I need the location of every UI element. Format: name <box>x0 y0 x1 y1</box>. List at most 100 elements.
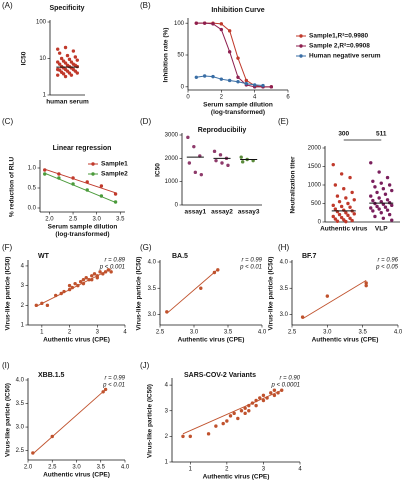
data-point <box>239 155 243 159</box>
data-point <box>348 216 352 220</box>
x-axis-label: Authentic virus (CPE) <box>312 337 379 344</box>
data-point <box>390 203 394 208</box>
data-point <box>344 211 348 215</box>
fit-line <box>166 269 219 314</box>
x-axis-label: (log-transformed) <box>211 109 265 116</box>
x-tick-label: 6 <box>286 95 290 101</box>
data-point <box>221 421 225 426</box>
data-point <box>92 272 97 276</box>
data-point <box>57 176 61 180</box>
x-tick-label: 2 <box>220 95 224 101</box>
y-tick-label: 0 <box>181 84 185 90</box>
data-point <box>261 393 266 398</box>
y-tick-label: 500 <box>311 201 322 207</box>
x-tick-label: 1 <box>40 330 44 336</box>
data-point <box>236 56 240 60</box>
legend-label: Human negative serum <box>309 53 381 60</box>
legend-marker <box>299 44 303 48</box>
data-point <box>339 204 344 209</box>
panel-label: (F) <box>2 243 13 252</box>
y-tick-label: 2 <box>21 303 25 309</box>
data-point <box>339 172 344 176</box>
chart-title: WT <box>38 253 50 260</box>
data-point <box>75 58 80 62</box>
data-point <box>371 198 375 203</box>
data-point <box>73 55 78 59</box>
data-point <box>212 270 217 275</box>
x-tick-label: 3.0 <box>323 330 332 336</box>
data-point <box>369 206 373 210</box>
data-point <box>261 83 265 88</box>
data-point <box>67 287 72 292</box>
x-tick-label: 2.5 <box>288 330 297 336</box>
y-tick-label: 2.5 <box>16 448 25 454</box>
y-tick-label: 3.5 <box>148 286 157 292</box>
data-point <box>348 175 352 180</box>
y-axis-label: Virus-like particle (IC50) <box>5 383 12 457</box>
y-tick-label: 100 <box>174 21 185 27</box>
panel-label: (I) <box>2 361 10 370</box>
data-point <box>247 409 251 413</box>
data-point <box>76 283 80 288</box>
x-tick-label: 3.0 <box>92 217 101 223</box>
y-tick-label: 1000 <box>308 183 322 189</box>
data-point <box>371 209 375 213</box>
data-point <box>369 161 373 165</box>
data-point <box>181 434 185 439</box>
x-tick-label: 2.5 <box>69 217 78 223</box>
data-point <box>272 393 277 398</box>
x-tick-label: 4 <box>253 95 257 101</box>
data-point <box>216 268 220 272</box>
y-tick-label: 3.0 <box>280 312 289 318</box>
x-tick-label: 4 <box>298 467 302 473</box>
x-tick-label: 3.5 <box>358 330 367 336</box>
y-axis-label: Virus-like particle (IC50) <box>147 384 154 458</box>
y-tick-label: 3 <box>21 283 25 289</box>
data-point <box>346 213 350 218</box>
data-point <box>261 398 266 403</box>
data-point <box>375 204 379 209</box>
category-label: assay2 <box>211 209 233 216</box>
data-point <box>98 270 102 274</box>
y-tick-label: 4 <box>165 383 169 389</box>
annotation: p < 0.01 <box>239 265 262 271</box>
data-point <box>202 21 207 25</box>
y-tick-label: 0.0 <box>28 206 37 212</box>
fit-line <box>44 168 116 194</box>
data-point <box>45 303 50 308</box>
data-point <box>254 398 258 403</box>
panel-label: (D) <box>140 117 151 126</box>
panel-label: (C) <box>2 117 13 126</box>
x-tick-label: 4.0 <box>121 465 130 471</box>
y-tick-label: 100 <box>36 20 47 26</box>
data-point <box>385 175 390 180</box>
data-point <box>73 281 77 286</box>
y-tick-label: 10 <box>39 56 46 62</box>
panel-label: (E) <box>278 117 289 126</box>
x-tick-label: 2.0 <box>45 217 54 223</box>
category-label: VLP <box>375 226 388 233</box>
chart-title: BF.7 <box>302 253 317 260</box>
y-tick-label: 3.5 <box>16 401 25 407</box>
data-point <box>50 434 54 439</box>
data-point <box>202 74 207 78</box>
annotation: r = 0.89 <box>104 258 125 264</box>
x-tick-label: 2 <box>225 467 229 473</box>
data-point <box>243 411 247 416</box>
data-point <box>63 45 68 50</box>
data-point <box>276 391 280 395</box>
y-tick-label: 1000 <box>165 179 179 185</box>
data-point <box>325 294 330 298</box>
data-point <box>337 199 342 204</box>
series-line <box>196 22 272 88</box>
data-point <box>84 276 88 280</box>
data-point <box>379 211 383 215</box>
x-tick-label: 2 <box>68 330 72 336</box>
data-point <box>348 205 352 209</box>
data-point <box>331 162 335 167</box>
data-point <box>331 214 335 219</box>
data-point <box>70 285 75 290</box>
y-tick-label: 3.0 <box>16 425 25 431</box>
data-point <box>71 49 76 53</box>
data-point <box>350 218 354 223</box>
